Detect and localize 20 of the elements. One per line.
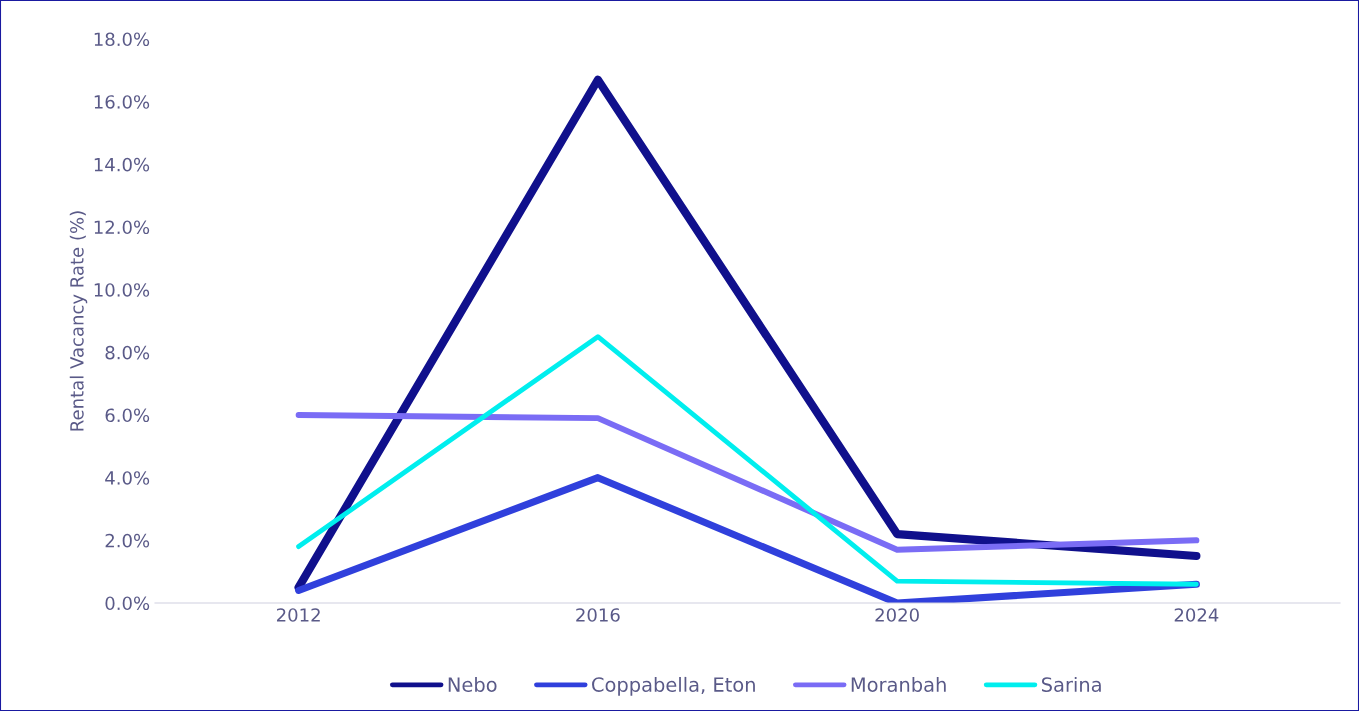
y-tick-label: 16.0% (94, 95, 150, 109)
y-tick-label: 8.0% (105, 345, 150, 360)
y-tick-label: 12.0% (94, 220, 150, 235)
y-tick-label: 4.0% (105, 471, 150, 485)
x-tick-label: 2020 (875, 608, 919, 622)
x-tick-label: 2012 (276, 608, 320, 622)
y-tick-label: 14.0% (94, 157, 150, 172)
y-tick-label: 10.0% (94, 283, 150, 297)
legend-label: Sarina (1041, 676, 1101, 692)
legend-label: Nebo (448, 676, 497, 692)
y-tick-label: 2.0% (105, 533, 150, 548)
y-tick-label: 18.0% (94, 32, 150, 47)
x-tick-label: 2016 (576, 608, 620, 622)
x-tick-label: 2024 (1174, 608, 1219, 622)
legend-label: Moranbah (851, 676, 946, 692)
y-axis-title: Rental Vacancy Rate (%) (69, 211, 88, 431)
line-series (296, 334, 1199, 587)
y-tick-label: 6.0% (105, 408, 150, 423)
y-tick-label: 0.0% (105, 596, 150, 611)
legend-label: Coppabella, Eton (592, 676, 755, 696)
